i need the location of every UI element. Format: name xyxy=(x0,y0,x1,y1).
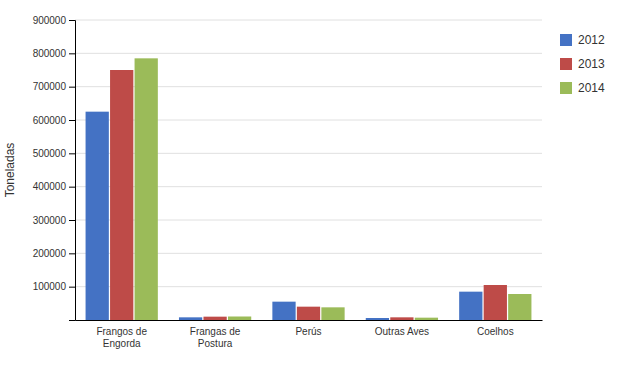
x-tick-label: Coelhos xyxy=(477,326,514,337)
y-tick-mark xyxy=(69,20,75,21)
legend: 2012 2013 2014 xyxy=(560,33,605,95)
y-tick: 500000 xyxy=(33,148,75,159)
x-tick: Frangas dePostura xyxy=(190,326,241,349)
y-tick-label: 200000 xyxy=(33,248,67,259)
bar xyxy=(297,307,320,320)
x-tick: Outras Aves xyxy=(375,326,429,337)
legend-swatch xyxy=(560,82,572,94)
legend-label: 2013 xyxy=(578,57,605,71)
legend-swatch xyxy=(560,58,572,70)
x-tick: Perús xyxy=(295,326,321,337)
bar xyxy=(321,307,344,320)
bar xyxy=(179,317,202,320)
bar xyxy=(390,317,413,320)
x-tick-label: Frangas dePostura xyxy=(190,326,241,349)
bar xyxy=(203,317,226,320)
y-axis-title: Toneladas xyxy=(3,143,17,198)
y-tick-label: 500000 xyxy=(33,148,67,159)
x-axis: Frangos deEngorda Frangas dePostura Perús O… xyxy=(76,321,543,349)
y-tick: 100000 xyxy=(33,281,75,292)
x-axis-line xyxy=(76,320,543,321)
y-tick: 900000 xyxy=(33,15,75,26)
bar xyxy=(508,294,531,320)
bar xyxy=(415,318,438,320)
y-tick-mark xyxy=(69,87,75,88)
y-tick-label: 600000 xyxy=(33,115,67,126)
y-tick-mark xyxy=(69,187,75,188)
x-tick-label-line: Outras Aves xyxy=(375,326,429,337)
legend-swatch xyxy=(560,34,572,46)
x-tick: Coelhos xyxy=(477,326,514,337)
legend-label: 2014 xyxy=(578,81,605,95)
y-tick: 800000 xyxy=(33,48,75,59)
legend-item: 2014 xyxy=(560,81,605,95)
chart: Frangos deEngorda Frangas dePostura Perús O… xyxy=(0,0,637,370)
y-tick-label: 800000 xyxy=(33,48,67,59)
y-axis: 100000 200000 300000 400000 500000 600000 7000… xyxy=(33,15,76,321)
x-tick-label-line: Postura xyxy=(198,338,233,349)
bar xyxy=(228,317,251,321)
bar xyxy=(135,58,158,320)
y-tick-label: 700000 xyxy=(33,81,67,92)
y-tick-label: 100000 xyxy=(33,281,67,292)
bars xyxy=(86,58,532,320)
x-tick: Frangos deEngorda xyxy=(96,326,147,349)
y-tick-mark xyxy=(69,120,75,121)
x-tick-label-line: Frangas de xyxy=(190,326,241,337)
y-tick-mark xyxy=(69,287,75,288)
x-tick-label: Outras Aves xyxy=(375,326,429,337)
y-tick: 400000 xyxy=(33,181,75,192)
x-tick-label: Perús xyxy=(295,326,321,337)
x-tick-label-line: Frangos de xyxy=(96,326,147,337)
y-tick-mark xyxy=(69,220,75,221)
plot-root: Frangos deEngorda Frangas dePostura Perús O… xyxy=(3,15,605,349)
legend-label: 2012 xyxy=(578,33,605,47)
y-tick-mark xyxy=(69,53,75,54)
bar xyxy=(110,70,133,320)
x-tick-label-line: Perús xyxy=(295,326,321,337)
y-tick-mark xyxy=(69,253,75,254)
y-tick: 300000 xyxy=(33,215,75,226)
y-tick-label: 300000 xyxy=(33,215,67,226)
y-tick: 600000 xyxy=(33,115,75,126)
bar xyxy=(366,318,389,320)
y-axis-line xyxy=(69,21,76,321)
y-tick: 200000 xyxy=(33,248,75,259)
legend-item: 2012 xyxy=(560,33,605,47)
bar xyxy=(86,112,109,320)
y-tick: 700000 xyxy=(33,81,75,92)
bar xyxy=(484,285,507,320)
legend-item: 2013 xyxy=(560,57,605,71)
grid-line xyxy=(75,53,542,54)
bar-series xyxy=(135,58,532,320)
grid-line xyxy=(75,20,542,21)
bar xyxy=(459,292,482,320)
bar xyxy=(272,302,295,320)
y-tick-label: 400000 xyxy=(33,181,67,192)
bar-series xyxy=(110,70,507,320)
x-tick-label-line: Engorda xyxy=(103,338,141,349)
x-tick-label-line: Coelhos xyxy=(477,326,514,337)
x-tick-label: Frangos deEngorda xyxy=(96,326,147,349)
y-tick-mark xyxy=(69,153,75,154)
y-tick-label: 900000 xyxy=(33,15,67,26)
